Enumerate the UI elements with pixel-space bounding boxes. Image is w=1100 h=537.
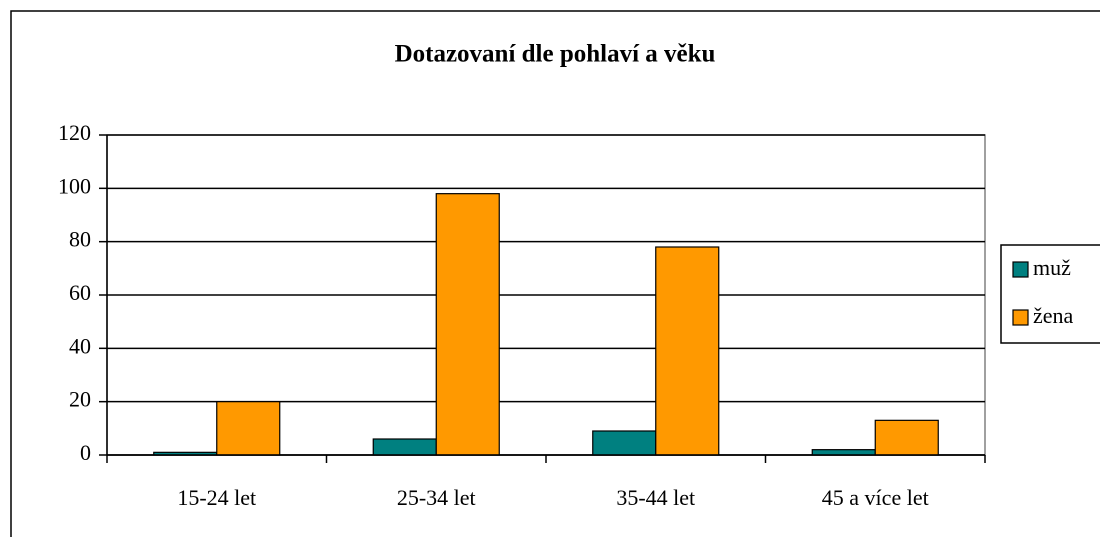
chart-border	[10, 10, 1100, 537]
y-tick-label: 0	[80, 440, 91, 465]
y-tick-label: 100	[58, 173, 91, 198]
x-tick-label: 35-44 let	[616, 485, 695, 510]
legend-box	[1000, 244, 1100, 344]
bar	[435, 193, 500, 456]
legend-label: žena	[1033, 303, 1074, 328]
legend-label: muž	[1033, 255, 1071, 280]
bar	[874, 419, 939, 456]
y-tick-label: 40	[69, 333, 91, 358]
bar	[372, 438, 437, 456]
bar	[592, 430, 657, 456]
legend-swatch	[1012, 261, 1029, 278]
x-tick-label: 15-24 let	[177, 485, 256, 510]
legend-swatch	[1012, 309, 1029, 326]
x-tick-label: 45 a více let	[822, 485, 929, 510]
chart-title: Dotazovaní dle pohlaví a věku	[395, 41, 716, 68]
bar	[216, 401, 281, 456]
bar	[811, 449, 876, 456]
y-tick-label: 80	[69, 227, 91, 252]
y-tick-label: 20	[69, 387, 91, 412]
y-tick-label: 120	[58, 120, 91, 145]
y-tick-label: 60	[69, 280, 91, 305]
bar	[655, 246, 720, 456]
x-tick-label: 25-34 let	[397, 485, 476, 510]
